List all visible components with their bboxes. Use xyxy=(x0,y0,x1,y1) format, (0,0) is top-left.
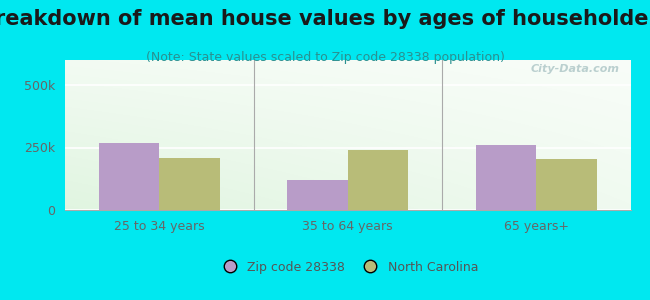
Text: (Note: State values scaled to Zip code 28338 population): (Note: State values scaled to Zip code 2… xyxy=(146,51,504,64)
Bar xyxy=(287,180,348,210)
Text: Breakdown of mean house values by ages of householders: Breakdown of mean house values by ages o… xyxy=(0,9,650,29)
Text: City-Data.com: City-Data.com xyxy=(530,64,619,74)
Bar xyxy=(159,158,220,210)
Bar xyxy=(348,150,408,210)
Bar xyxy=(476,145,536,210)
Bar xyxy=(536,159,597,210)
Bar xyxy=(99,142,159,210)
Legend: Zip code 28338, North Carolina: Zip code 28338, North Carolina xyxy=(213,256,483,279)
